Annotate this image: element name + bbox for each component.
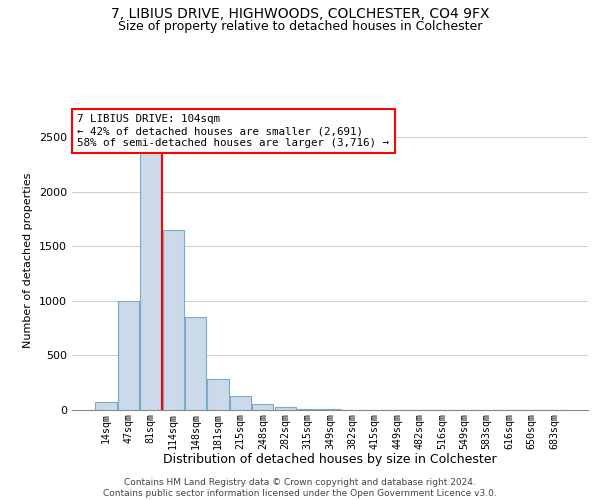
Bar bbox=[140, 142, 161, 410]
Bar bbox=[230, 396, 251, 410]
Bar bbox=[252, 404, 274, 410]
Bar bbox=[297, 409, 318, 410]
Bar bbox=[95, 402, 117, 410]
Bar bbox=[208, 380, 229, 410]
Y-axis label: Number of detached properties: Number of detached properties bbox=[23, 172, 34, 348]
Text: 7 LIBIUS DRIVE: 104sqm
← 42% of detached houses are smaller (2,691)
58% of semi-: 7 LIBIUS DRIVE: 104sqm ← 42% of detached… bbox=[77, 114, 389, 148]
Text: Distribution of detached houses by size in Colchester: Distribution of detached houses by size … bbox=[163, 452, 497, 466]
Text: Contains HM Land Registry data © Crown copyright and database right 2024.
Contai: Contains HM Land Registry data © Crown c… bbox=[103, 478, 497, 498]
Bar bbox=[185, 318, 206, 410]
Text: 7, LIBIUS DRIVE, HIGHWOODS, COLCHESTER, CO4 9FX: 7, LIBIUS DRIVE, HIGHWOODS, COLCHESTER, … bbox=[111, 8, 489, 22]
Text: Size of property relative to detached houses in Colchester: Size of property relative to detached ho… bbox=[118, 20, 482, 33]
Bar bbox=[275, 408, 296, 410]
Bar bbox=[163, 230, 184, 410]
Bar bbox=[118, 301, 139, 410]
